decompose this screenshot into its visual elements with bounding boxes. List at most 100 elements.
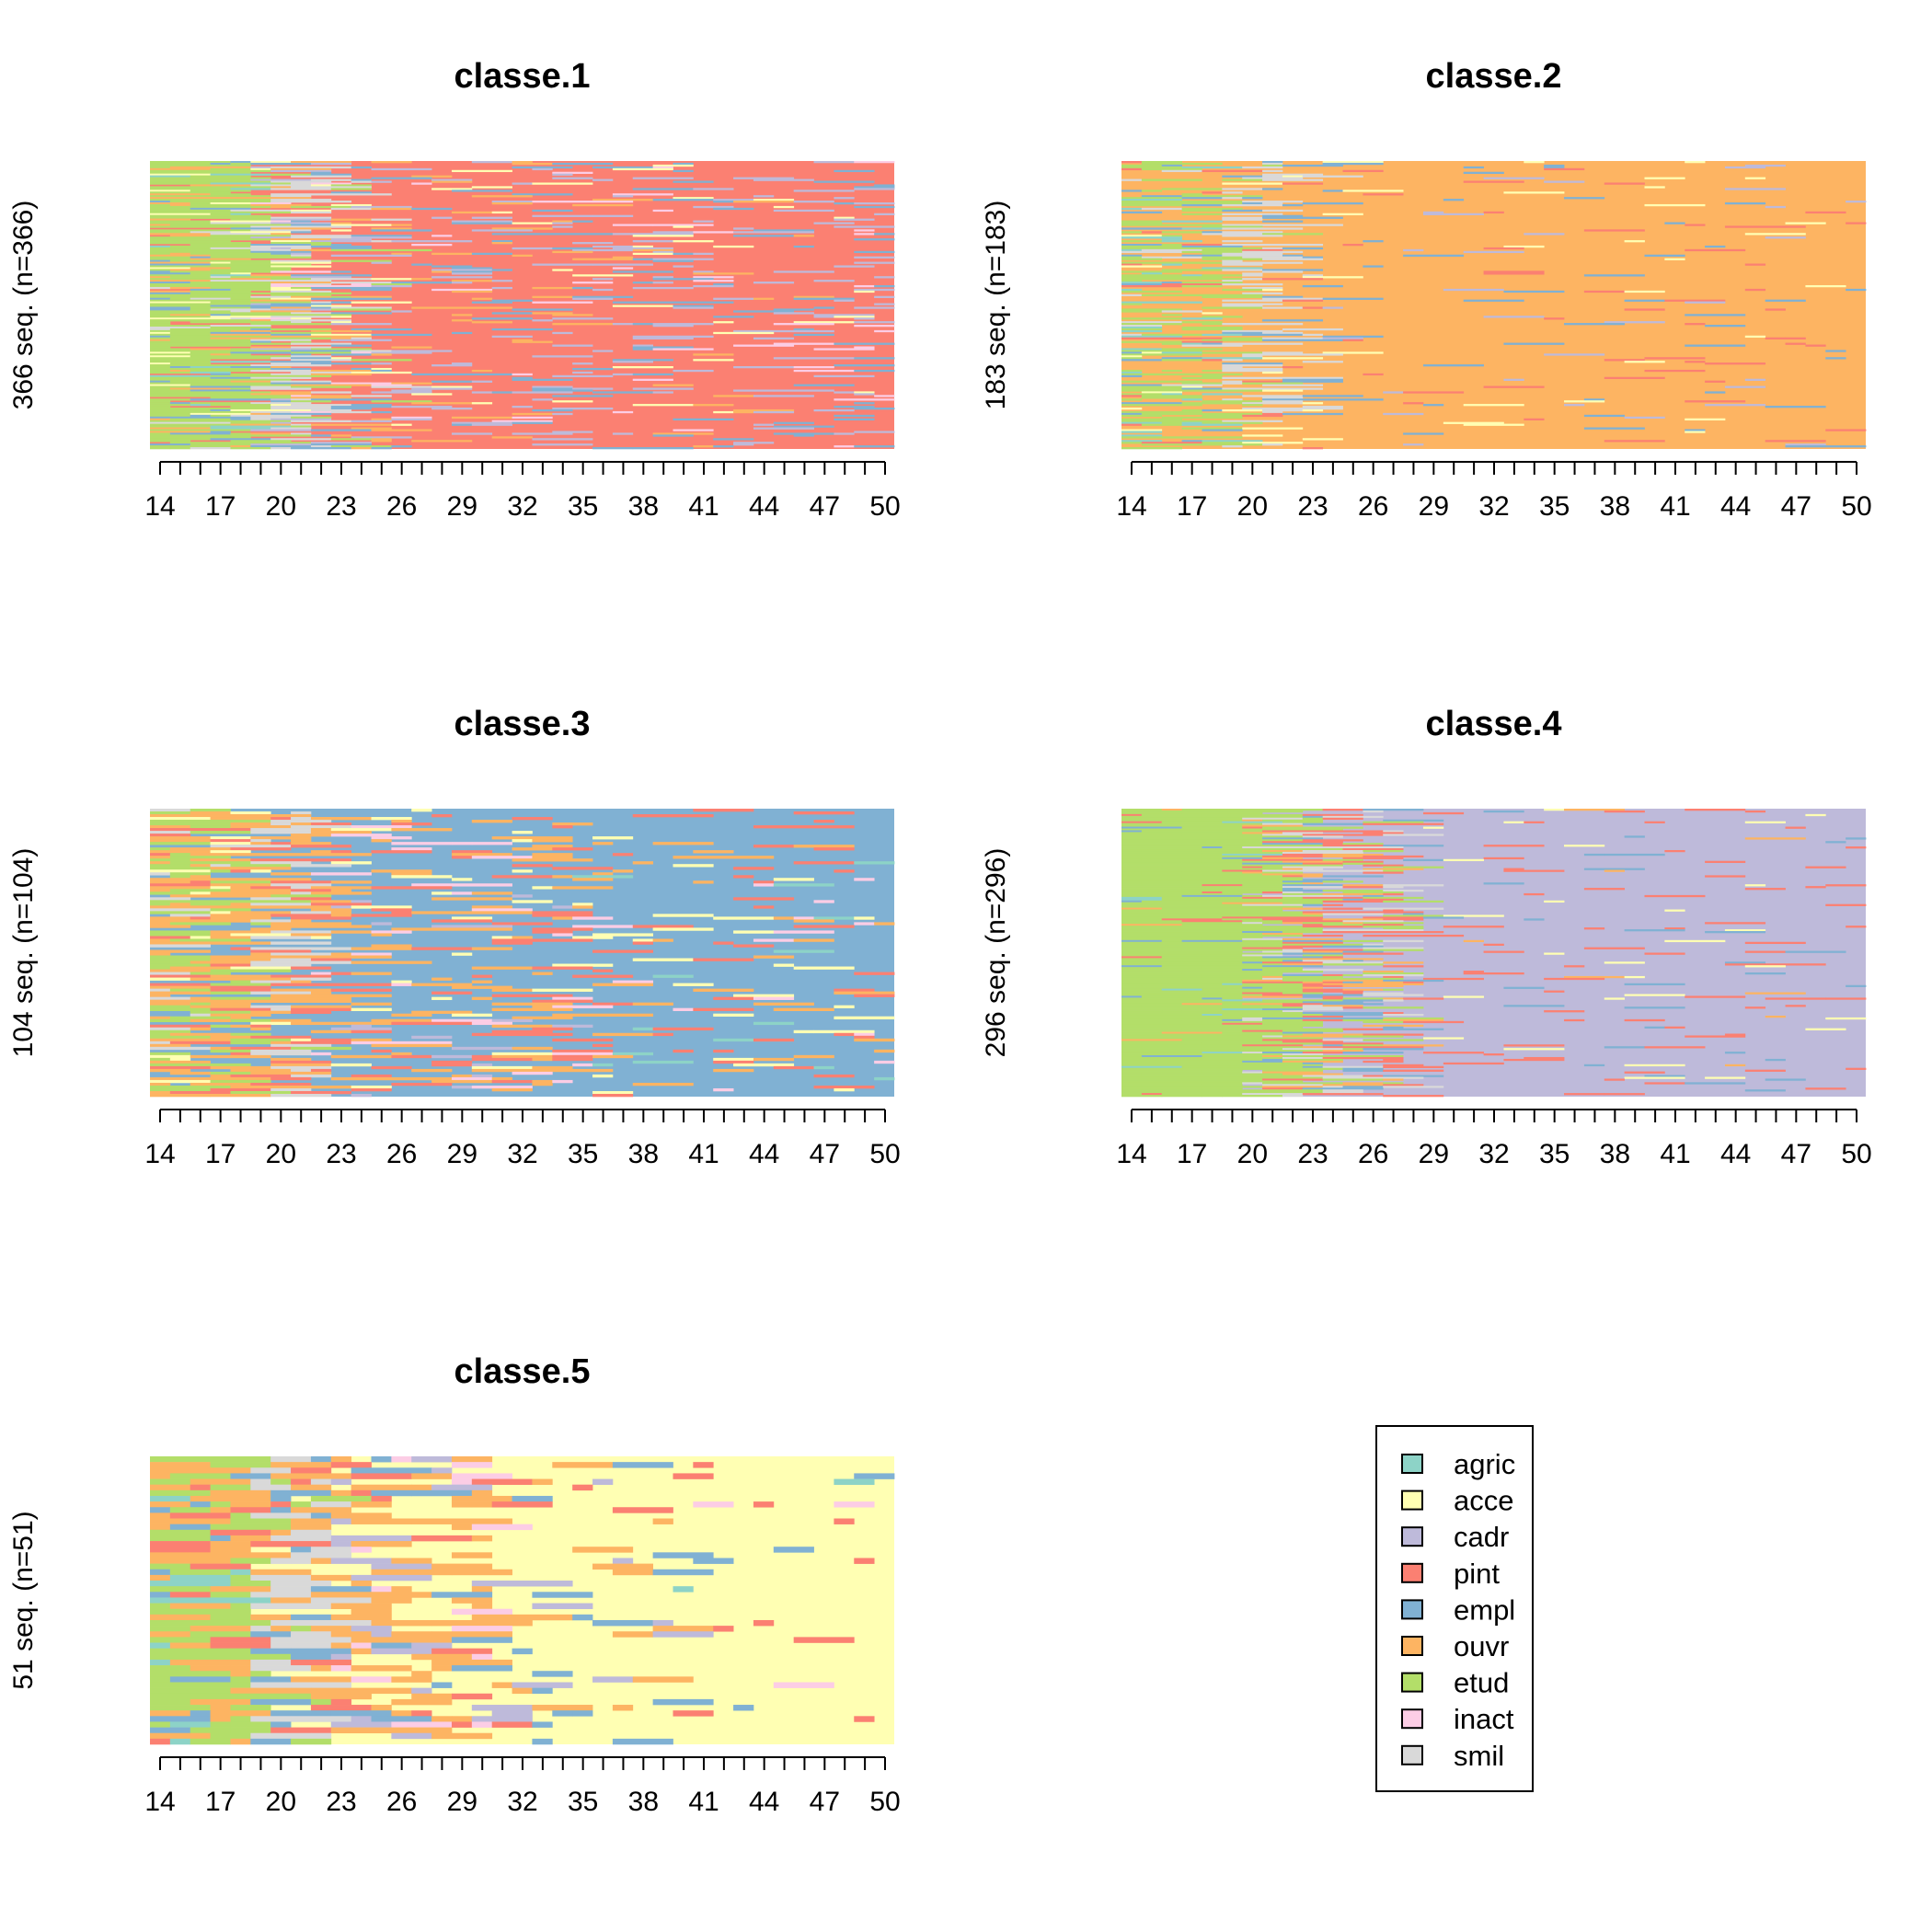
sequence-cell [1121, 817, 1143, 821]
sequence-cell [411, 373, 453, 376]
sequence-cell [1363, 855, 1424, 858]
sequence-cell [552, 963, 614, 967]
sequence-cell [210, 1087, 271, 1092]
sequence-cell [210, 1721, 231, 1728]
sequence-cell [150, 310, 191, 313]
x-tick-label: 41 [1660, 491, 1690, 522]
sequence-cell [1222, 890, 1243, 892]
sequence-cell [451, 272, 493, 275]
sequence-cell [854, 916, 875, 920]
sequence-cell [1121, 385, 1182, 388]
sequence-cell [169, 395, 231, 397]
sequence-cell [150, 171, 191, 174]
sequence-cell [491, 836, 533, 840]
sequence-cell [1242, 845, 1283, 847]
sequence-cell [471, 321, 512, 324]
sequence-cell [1121, 884, 1182, 887]
sequence-cell [1161, 384, 1223, 386]
sequence-cell [1443, 858, 1484, 862]
sequence-cell [1181, 931, 1243, 934]
sequence-cell [1141, 869, 1182, 872]
sequence-cell [270, 988, 292, 992]
sequence-cell [1846, 201, 1867, 203]
sequence-cell [572, 916, 614, 920]
sequence-cell [753, 395, 795, 397]
sequence-cell [330, 930, 372, 934]
sequence-cell [351, 905, 412, 909]
sequence-cell [150, 303, 191, 305]
sequence-cell [572, 878, 614, 881]
sequence-cell [150, 1079, 211, 1084]
sequence-cell [1302, 256, 1324, 259]
sequence-cell [1282, 1076, 1324, 1079]
sequence-cell [1141, 397, 1182, 399]
sequence-cell [210, 427, 271, 430]
sequence-cell [1181, 1028, 1223, 1030]
sequence-cell [150, 1535, 211, 1542]
sequence-cell [1322, 1046, 1384, 1049]
sequence-cell [250, 1574, 312, 1581]
sequence-cell [190, 1027, 211, 1031]
sequence-cell [330, 295, 352, 298]
sequence-cell [1262, 1086, 1324, 1088]
sequence-cell [793, 845, 855, 848]
sequence-cell [291, 825, 352, 829]
sequence-cell [491, 1029, 553, 1034]
sequence-cell [1202, 853, 1223, 857]
sequence-cell [230, 1507, 271, 1513]
sequence-cell [1403, 934, 1465, 937]
sequence-cell [1161, 1017, 1202, 1020]
sequence-cell [1121, 380, 1163, 383]
sequence-cell [1685, 361, 1706, 363]
sequence-cell [169, 357, 211, 360]
sequence-cell [210, 974, 231, 978]
sequence-cell [250, 245, 312, 248]
sequence-cell [330, 972, 352, 975]
sequence-cell [190, 425, 211, 428]
sequence-cell [431, 1619, 473, 1627]
sequence-cell [592, 1063, 614, 1067]
sequence-cell [1161, 821, 1223, 823]
sequence-cell [813, 374, 875, 378]
sequence-cell [1322, 858, 1343, 862]
sequence-cell [210, 173, 271, 176]
sequence-cell [1121, 1005, 1143, 1007]
sequence-cell [270, 400, 292, 403]
sequence-cell [230, 440, 292, 443]
sequence-cell [512, 864, 553, 868]
sequence-cell [1564, 845, 1605, 847]
sequence-cell [1121, 321, 1182, 324]
sequence-cell [652, 209, 673, 213]
sequence-cell [1624, 1018, 1665, 1022]
legend-swatch [1401, 1672, 1423, 1693]
sequence-cell [431, 814, 453, 818]
legend-label: smil [1454, 1740, 1504, 1772]
sequence-cell [552, 1068, 614, 1073]
sequence-cell [310, 240, 372, 243]
sequence-cell [1222, 1076, 1243, 1079]
sequence-cell [270, 1495, 292, 1502]
sequence-cell [1202, 815, 1223, 819]
sequence-cell [291, 842, 332, 845]
sequence-cell [371, 207, 412, 211]
sequence-cell [150, 1603, 171, 1610]
sequence-cell [471, 1581, 533, 1587]
sequence-cell [1302, 1082, 1343, 1085]
sequence-cell [1121, 373, 1143, 376]
sequence-cell [471, 301, 512, 304]
sequence-cell [753, 178, 814, 181]
sequence-cell [169, 1038, 231, 1042]
sequence-cell [1121, 1022, 1182, 1026]
sequence-cell [230, 357, 271, 360]
sequence-cell [291, 1631, 332, 1638]
sequence-cell [532, 858, 593, 862]
sequence-cell [1222, 331, 1263, 335]
sequence-cell [150, 1698, 191, 1706]
sequence-cell [330, 1727, 352, 1734]
sequence-cell [250, 201, 292, 205]
sequence-cell [150, 1063, 211, 1067]
sequence-cell [512, 432, 573, 435]
sequence-cell [250, 178, 312, 181]
sequence-cell [1222, 197, 1243, 200]
